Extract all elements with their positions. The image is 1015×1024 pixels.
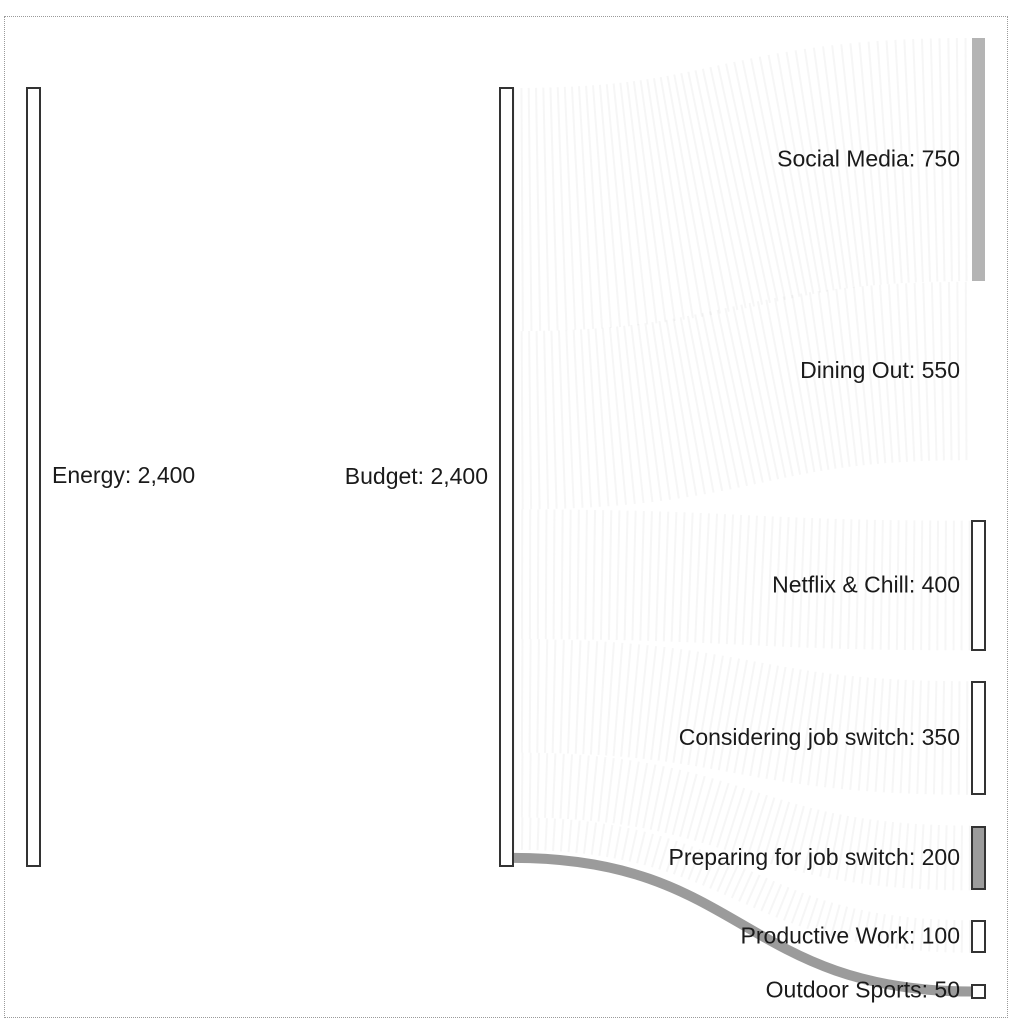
link-budget-preparing <box>512 752 973 891</box>
node-considering <box>971 681 986 795</box>
node-label-energy: Energy: 2,400 <box>52 462 195 488</box>
link-group <box>512 37 973 997</box>
node-dining_out <box>972 282 985 460</box>
node-energy <box>26 87 41 867</box>
node-social_media <box>972 38 985 281</box>
node-label-netflix: Netflix & Chill: 400 <box>772 572 960 598</box>
node-budget <box>499 87 514 867</box>
node-label-considering: Considering job switch: 350 <box>679 724 960 750</box>
node-preparing <box>971 826 986 890</box>
node-label-dining_out: Dining Out: 550 <box>800 357 960 383</box>
node-label-social_media: Social Media: 750 <box>777 146 960 172</box>
node-label-preparing: Preparing for job switch: 200 <box>669 844 961 870</box>
link-budget-outdoor <box>512 852 973 997</box>
node-label-budget: Budget: 2,400 <box>345 463 488 489</box>
node-netflix <box>971 520 986 651</box>
link-budget-netflix <box>512 509 973 651</box>
node-label-outdoor: Outdoor Sports: 50 <box>766 977 960 1003</box>
node-outdoor <box>971 984 986 999</box>
chart-frame <box>4 16 1008 1018</box>
node-productive <box>971 920 986 953</box>
node-label-productive: Productive Work: 100 <box>741 923 960 949</box>
